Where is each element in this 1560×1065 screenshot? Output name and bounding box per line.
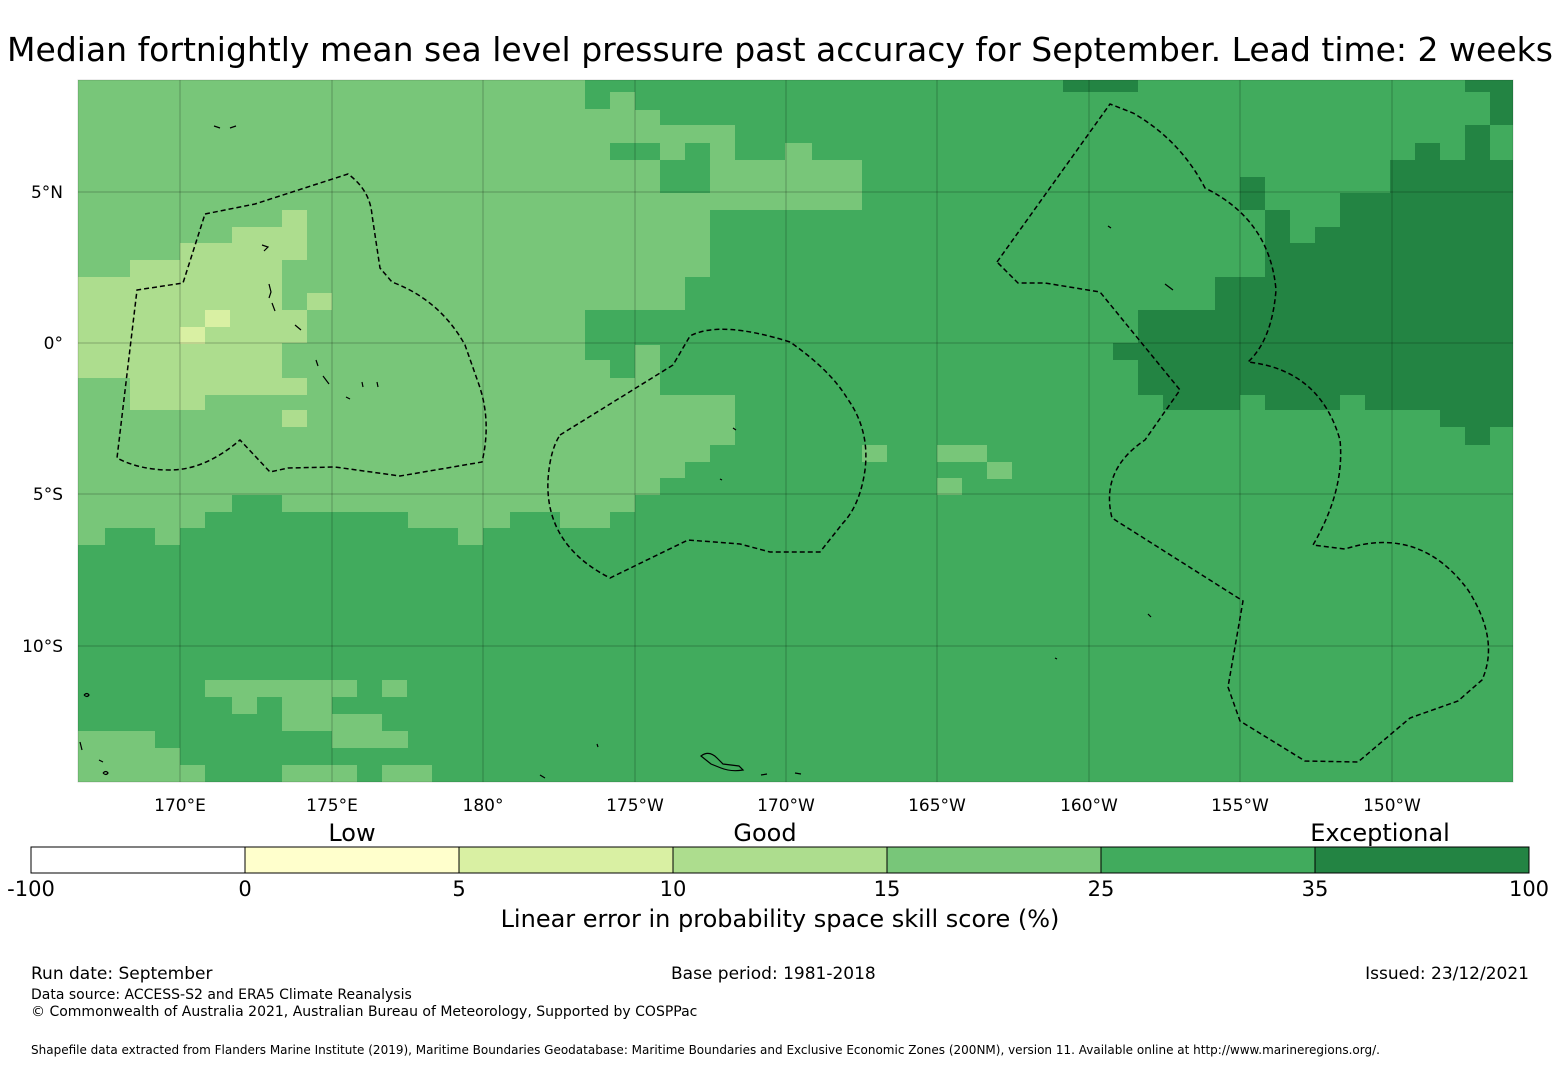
colorbar-tick: 15 — [874, 877, 901, 901]
run-date: Run date: September — [31, 964, 213, 984]
colorbar — [30, 846, 1530, 874]
lat-tick-5s: 5°S — [33, 485, 63, 505]
copyright: © Commonwealth of Australia 2021, Austra… — [31, 1004, 698, 1020]
lat-tick-labels: 5°N 0° 5°S 10°S — [22, 183, 63, 657]
lon-tick-155w: 155°W — [1211, 796, 1269, 816]
base-period: Base period: 1981-2018 — [671, 964, 876, 984]
skill-region-10-15 — [78, 210, 307, 410]
colorbar-bin-neg100-0 — [30, 846, 246, 874]
category-good: Good — [733, 819, 796, 847]
lon-tick-labels: 170°E 175°E 180° 175°W 170°W 165°W 160°W… — [154, 796, 1421, 816]
graticule — [78, 80, 1513, 782]
category-exceptional: Exceptional — [1310, 819, 1450, 847]
colorbar-ticks: -100 0 5 10 15 25 35 100 — [7, 877, 1549, 901]
colorbar-tick: 0 — [238, 877, 251, 901]
colorbar-tick: -100 — [7, 877, 55, 901]
colorbar-bin-25-35 — [1100, 846, 1316, 874]
lat-tick-10s: 10°S — [22, 637, 63, 657]
lon-tick-175e: 175°E — [306, 796, 358, 816]
skill-region-15-25 — [78, 80, 862, 545]
eez-kiribati-gilbert — [116, 173, 487, 477]
data-source: Data source: ACCESS-S2 and ERA5 Climate … — [31, 987, 412, 1003]
skill-cell-5-10 — [205, 310, 230, 327]
issued-date: Issued: 23/12/2021 — [1365, 964, 1529, 984]
lon-tick-175w: 175°W — [606, 796, 664, 816]
eez-boundaries — [116, 103, 1490, 763]
lon-tick-170e: 170°E — [154, 796, 206, 816]
colorbar-bin-10-15 — [672, 846, 888, 874]
colorbar-tick: 35 — [1302, 877, 1329, 901]
lon-tick-165w: 165°W — [908, 796, 966, 816]
colorbar-bin-15-25 — [886, 846, 1102, 874]
lon-tick-180: 180° — [463, 796, 504, 816]
category-low: Low — [328, 819, 375, 847]
colorbar-categories: Low Good Exceptional — [328, 819, 1449, 847]
colorbar-bin-35-100 — [1314, 846, 1530, 874]
eez-tokelau-samoa — [547, 328, 867, 579]
colorbar-tick: 25 — [1088, 877, 1115, 901]
lon-tick-150w: 150°W — [1363, 796, 1421, 816]
colorbar-tick: 100 — [1509, 877, 1549, 901]
skill-region-35-100 — [1113, 125, 1513, 445]
colorbar-tick: 10 — [660, 877, 687, 901]
shapefile-credit: Shapefile data extracted from Flanders M… — [31, 1043, 1380, 1057]
lon-tick-160w: 160°W — [1060, 796, 1118, 816]
eez-line-islands — [996, 103, 1490, 763]
colorbar-label: Linear error in probability space skill … — [500, 905, 1060, 933]
coastlines — [79, 125, 1174, 779]
lat-tick-5n: 5°N — [31, 183, 63, 203]
map-title: Median fortnightly mean sea level pressu… — [7, 30, 1553, 69]
colorbar-bin-0-5 — [244, 846, 460, 874]
lat-tick-0: 0° — [44, 334, 63, 354]
colorbar-bin-5-10 — [458, 846, 674, 874]
lon-tick-170w: 170°W — [757, 796, 815, 816]
colorbar-tick: 5 — [452, 877, 465, 901]
